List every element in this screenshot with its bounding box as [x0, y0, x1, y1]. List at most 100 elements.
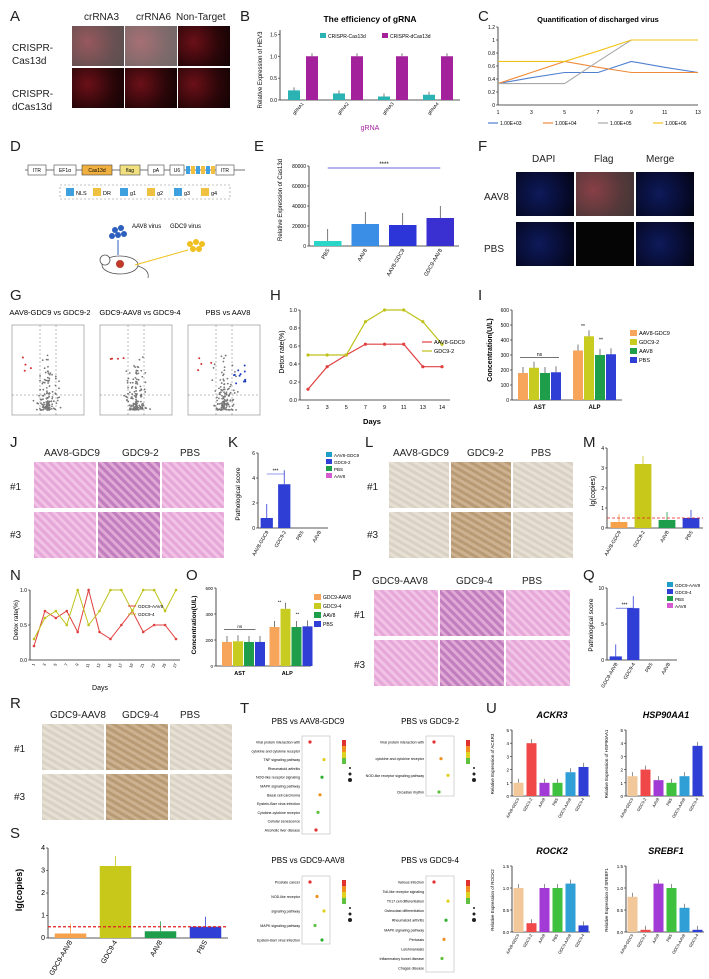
panel-label-n: N: [10, 567, 21, 584]
panel-f-microscopy: DAPI Flag Merge AAV8 PBS: [478, 140, 709, 280]
x-tick-label: PBS: [551, 933, 559, 943]
y-tick-label: 500: [501, 323, 510, 329]
term-label: NOD-like receptor: [271, 895, 301, 899]
x-tick-label: PBS: [665, 933, 673, 943]
legend-swatch: [382, 33, 388, 38]
y-tick-label: 400: [501, 338, 510, 344]
volcano-point: [221, 397, 224, 400]
volcano-point: [43, 367, 46, 370]
ihc-image: [42, 774, 104, 820]
x-tick-label: 3: [41, 662, 47, 667]
term-label: Inflammatory bowel disease: [379, 957, 424, 961]
bubble: [313, 923, 317, 928]
size-legend: [349, 767, 351, 769]
x-tick-label: PBS: [665, 797, 673, 807]
legend-swatch: [667, 603, 673, 608]
volcano-point: [223, 391, 225, 394]
panel-m-chart: lg(copies) 0 1 2 3 4 AAV8-GDC9 GDC9-2 AAV8 PBS: [590, 446, 703, 557]
x-tick-label: GDC9-AAV8: [423, 248, 444, 278]
y-tick-label: 2: [41, 890, 45, 897]
volcano-point: [129, 381, 132, 384]
volcano-point: [46, 390, 48, 393]
volcano-point: [220, 406, 223, 409]
legend-label: AAV8-GDC9: [334, 453, 360, 458]
x-tick-label: 17: [117, 662, 123, 669]
size-legend: [348, 772, 352, 776]
panel-label-h: H: [270, 287, 281, 304]
row-label: #1: [10, 482, 22, 493]
panel-j-histology: AAV8-GDC9 GDC9-2 PBS #1 #3: [0, 436, 228, 566]
volcano-point: [244, 378, 247, 381]
y-axis-label: Relative Expression of ACKR3: [490, 733, 495, 794]
histology-image: [506, 640, 570, 686]
size-legend: [348, 778, 352, 782]
x-tick-label: 11: [84, 662, 90, 668]
panel-a-microscopy: crRNA3 crRNA6 Non-Target CRISPR- Cas13d …: [0, 0, 235, 130]
volcano-point: [42, 404, 45, 407]
volcano-point: [143, 388, 146, 391]
y-tick-label: 0: [601, 658, 604, 664]
x-tick-label: 1: [30, 662, 36, 667]
volcano-point: [24, 363, 27, 366]
legend-label: GDC9-2: [334, 460, 351, 465]
term-label: NOD-like receptor signaling pathway: [366, 774, 425, 778]
volcano-point: [218, 408, 220, 411]
volcano-point: [213, 404, 216, 407]
row-label: #3: [14, 792, 26, 803]
bar: [682, 518, 700, 528]
x-tick-label: AAV8: [661, 662, 673, 676]
volcano-point: [239, 373, 242, 376]
volcano-point: [45, 387, 48, 389]
x-tick-label: 13: [95, 662, 101, 669]
gene-title: ACKR3: [535, 710, 567, 720]
bar: [189, 926, 222, 938]
volcano-point: [137, 406, 140, 409]
col-label: PBS: [531, 448, 552, 459]
y-tick-label: 5: [620, 728, 623, 733]
y-tick-label: 2: [252, 501, 255, 507]
volcano-point: [134, 382, 137, 385]
size-legend: [348, 912, 352, 916]
term-label: Cytokine-cytokine receptor: [257, 811, 300, 815]
y-tick-label: 2: [601, 486, 604, 492]
y-tick-label: 3: [620, 754, 623, 759]
sig-label: ns: [237, 624, 243, 629]
x-tick-label: AAV8: [659, 530, 671, 544]
col-label: GDC9-AAV8: [50, 710, 106, 721]
bubble-frame: [301, 875, 331, 945]
bar: [552, 782, 563, 796]
volcano-point: [140, 388, 143, 391]
bubble: [320, 938, 324, 942]
legend-label: GDC9-AAV8: [323, 595, 351, 601]
y-tick-label: 1: [492, 38, 495, 44]
panel-t-enrichment: PBS vs AAV8-GDC9 PBS vs GDC9-2 PBS vs GD…: [251, 717, 476, 973]
row-label: PBS: [484, 244, 505, 255]
volcano-point: [222, 378, 225, 381]
bubble-frame: [425, 735, 455, 797]
volcano-point: [135, 400, 138, 402]
y-tick-label: 0.6: [488, 64, 495, 70]
volcano-point: [44, 379, 47, 382]
legend-label: 1.00E+04: [555, 121, 577, 127]
size-legend: [472, 912, 476, 916]
bar: [578, 925, 589, 932]
y-tick-label: 1.0: [20, 588, 27, 594]
y-tick-label: 0.4: [289, 362, 297, 368]
legend-swatch: [326, 452, 332, 457]
legend-swatch: [667, 582, 673, 587]
histology-image: [162, 462, 224, 508]
term-label: Pertussis: [409, 938, 424, 942]
volcano-point: [138, 389, 141, 392]
bubble: [444, 918, 448, 922]
volcano-point: [243, 370, 246, 373]
size-legend: [473, 767, 475, 769]
bar: [396, 56, 408, 100]
vector-element: [119, 164, 141, 176]
data-point: [120, 588, 123, 592]
micro-image: [516, 222, 574, 266]
volcano-point: [136, 383, 139, 385]
volcano-point: [137, 372, 140, 375]
micro-image: [125, 68, 177, 108]
legend-label: GDC9-2: [434, 349, 454, 355]
volcano-point: [45, 358, 48, 361]
